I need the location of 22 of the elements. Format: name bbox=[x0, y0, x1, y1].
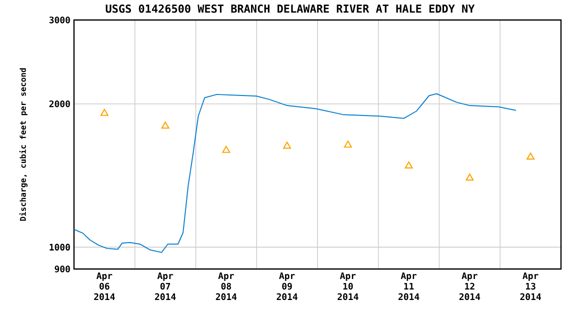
y-tick-label: 900 bbox=[54, 266, 70, 272]
point bbox=[222, 146, 230, 153]
y-tick-label: 2000 bbox=[49, 100, 70, 108]
point bbox=[283, 142, 292, 149]
y-tick-label: 3000 bbox=[49, 16, 70, 24]
point bbox=[466, 174, 474, 181]
x-tick-label: Apr 07 2014 bbox=[155, 272, 176, 300]
y-tick-label: 1000 bbox=[50, 244, 70, 251]
point bbox=[100, 108, 108, 116]
point bbox=[404, 161, 413, 169]
point bbox=[526, 152, 535, 160]
x-tick-label: Apr 12 2014 bbox=[459, 272, 480, 300]
x-tick-label: Apr 08 2014 bbox=[216, 272, 237, 300]
x-tick-label: Apr 09 2014 bbox=[276, 272, 298, 300]
chart-title: USGS 01426500 WEST BRANCH DELAWARE RIVER AT HALE EDDY NY bbox=[106, 4, 475, 13]
x-tick-label: Apr 11 2014 bbox=[398, 272, 420, 300]
point bbox=[344, 140, 352, 148]
x-tick-label: Apr 06 2014 bbox=[94, 272, 115, 300]
line-series bbox=[74, 93, 516, 253]
x-tick-label: Apr 13 2014 bbox=[520, 272, 541, 300]
x-tick-label: Apr 10 2014 bbox=[338, 272, 358, 300]
point bbox=[161, 122, 170, 129]
